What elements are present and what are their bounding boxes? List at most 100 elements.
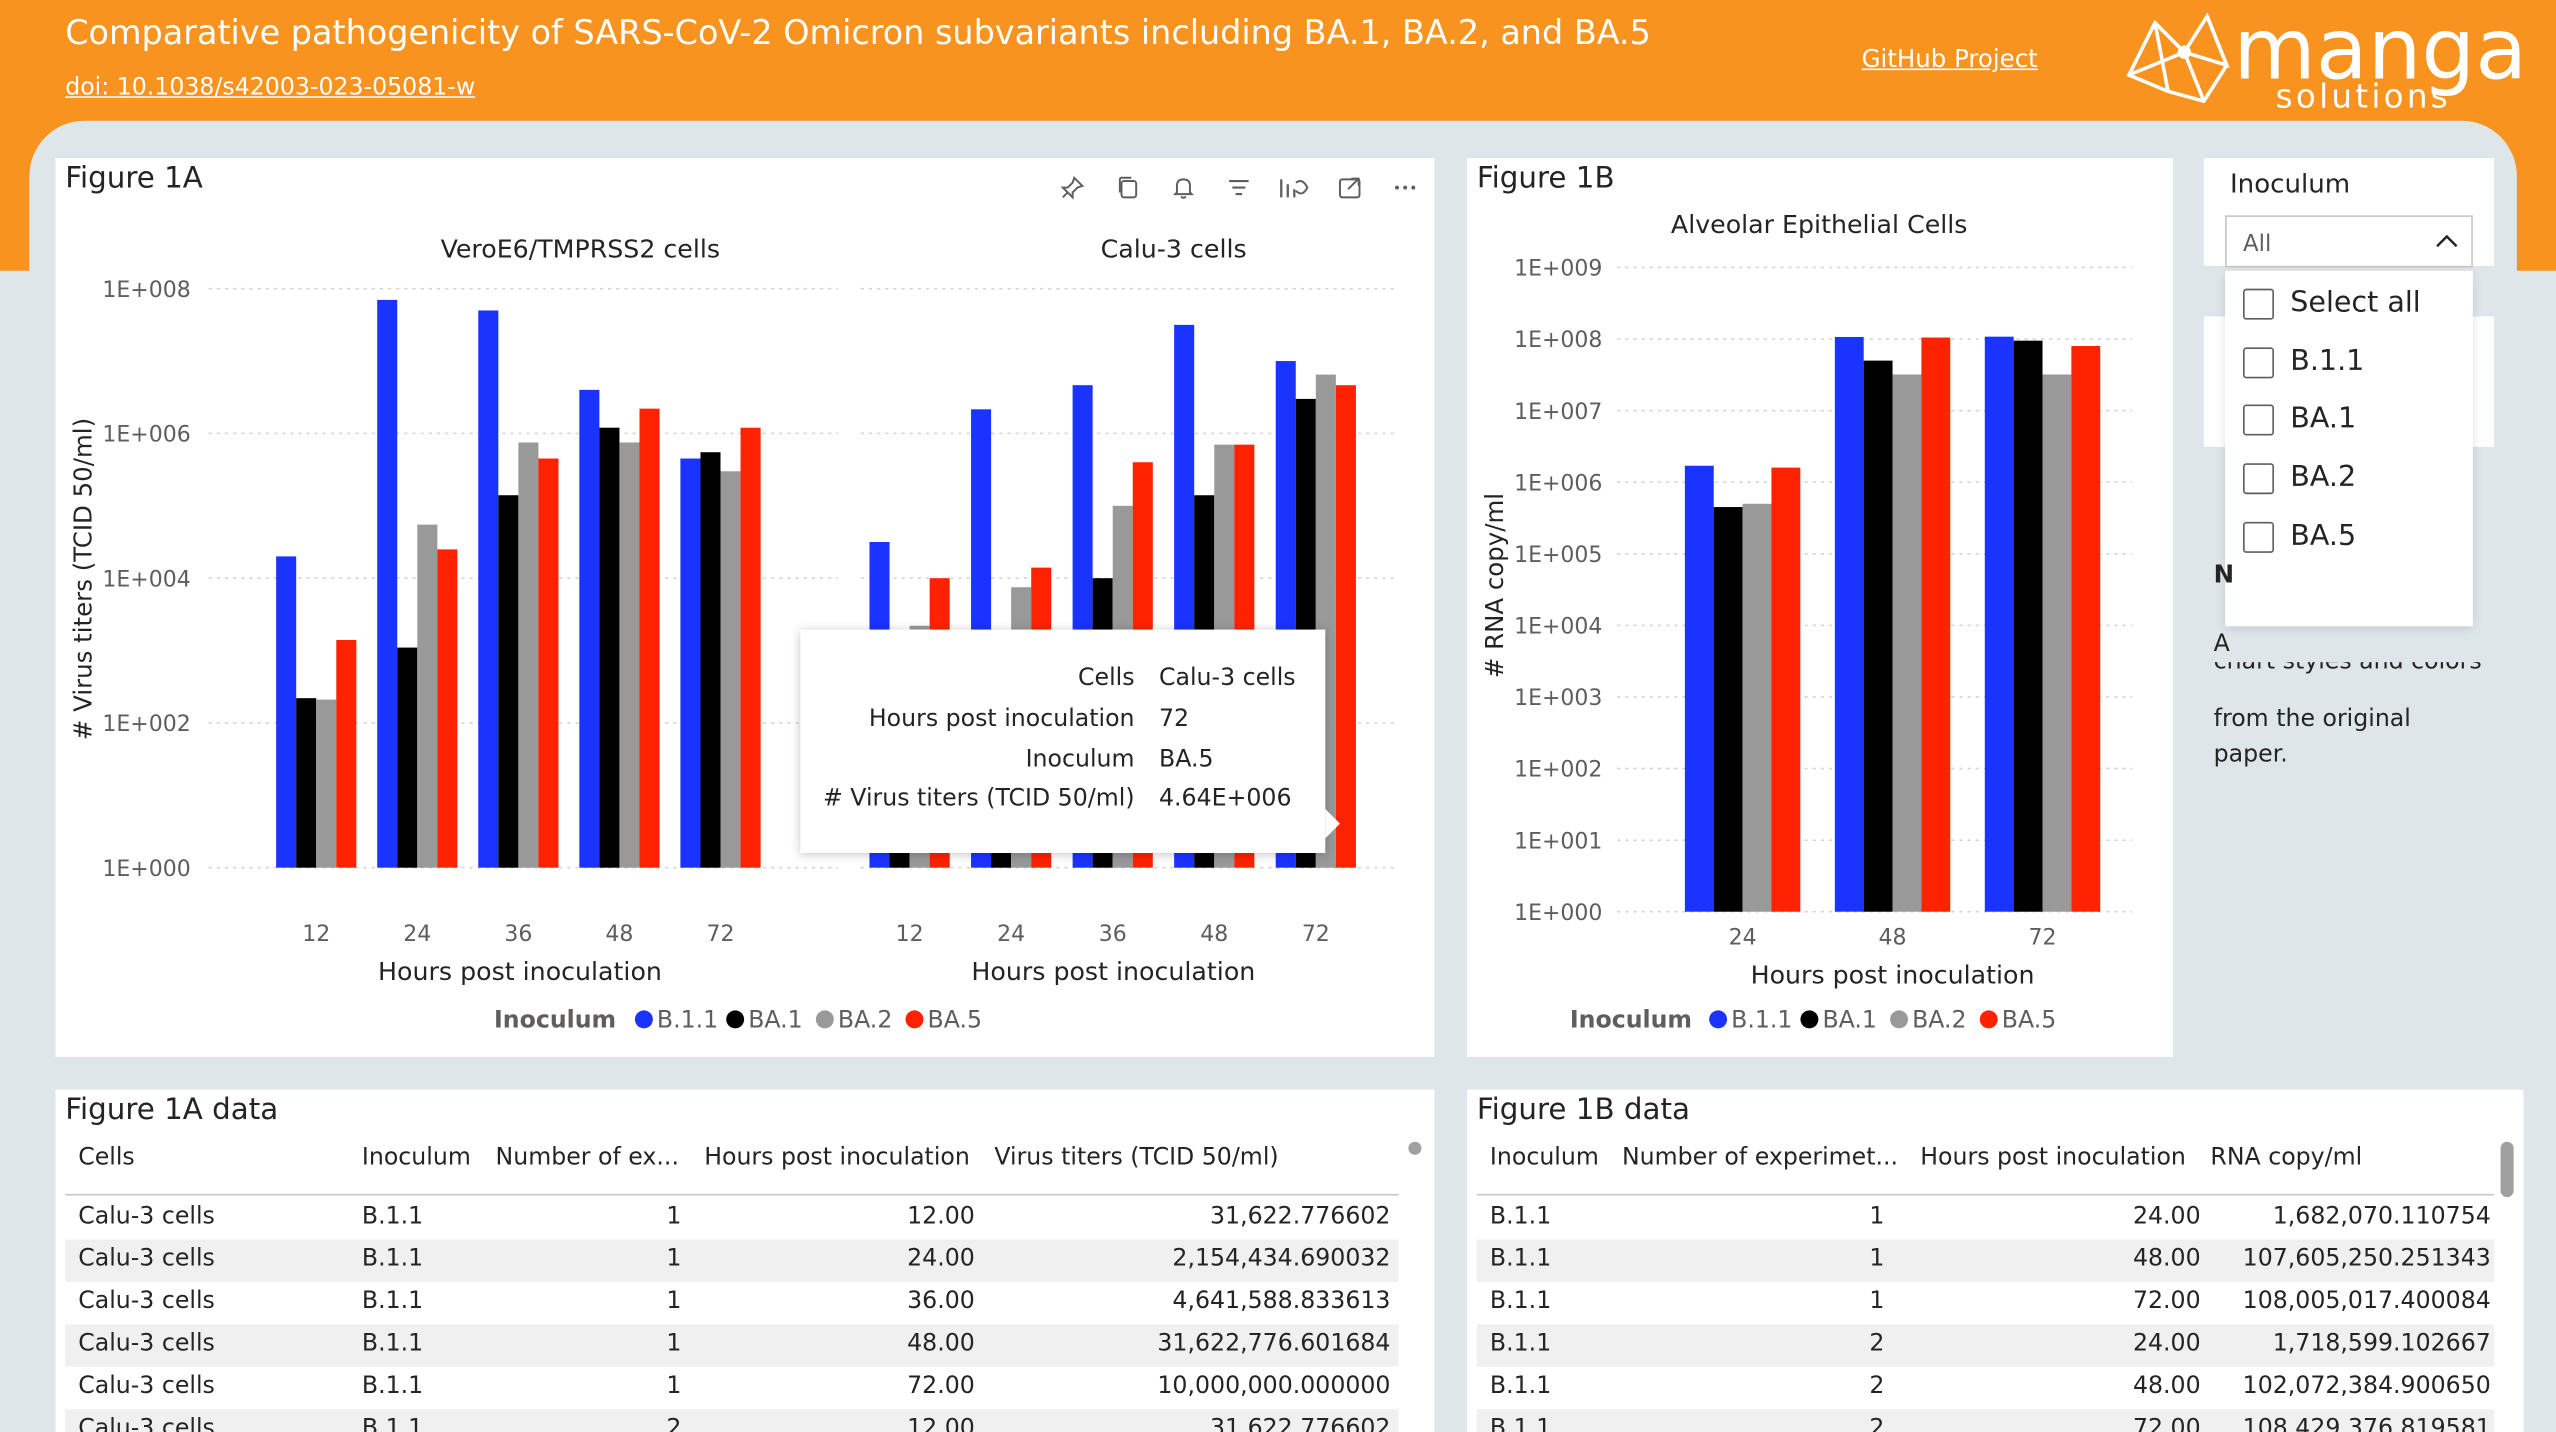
- table-cell: B.1.1: [1489, 1288, 1552, 1315]
- inoculum-dropdown[interactable]: All: [2225, 215, 2473, 268]
- table-cell: 1: [666, 1288, 682, 1315]
- column-header-inoculum[interactable]: Inoculum: [361, 1144, 471, 1172]
- figure-1a-visual[interactable]: Figure 1A 1E+000 1E+002 1E+: [55, 158, 1435, 1057]
- table-row[interactable]: B.1.1 2 48.00 102,072,384.900650: [1477, 1367, 2494, 1409]
- figure-1b-chart[interactable]: 1E+000 1E+001 1E+002 1E+003 1E+004 1E+005 1E+0…: [1467, 158, 2173, 1057]
- table-cell: 48.00: [2132, 1246, 2201, 1273]
- checkbox[interactable]: [2243, 521, 2274, 553]
- table-cell: 12.00: [907, 1203, 975, 1230]
- option-label: BA.1: [2290, 402, 2357, 436]
- y-tick-label: 1E+008: [1514, 328, 1602, 353]
- chart-tooltip: Cells Calu-3 cells Hours post inoculation…: [800, 629, 1340, 854]
- table-1b-title: Figure 1B data: [1476, 1092, 1691, 1128]
- tooltip-label: # Virus titers (TCID 50/ml): [822, 786, 1135, 813]
- bell-icon[interactable]: [1164, 168, 1203, 207]
- bar-b11: [377, 299, 398, 868]
- chevron-up-icon[interactable]: [2432, 227, 2461, 263]
- column-header-number[interactable]: Number of ex...: [495, 1144, 679, 1172]
- bar-ba5: [538, 458, 559, 868]
- option-ba2[interactable]: BA.2: [2243, 458, 2356, 497]
- table-row[interactable]: B.1.1 2 24.00 1,718,599.102667: [1476, 1324, 2495, 1367]
- table-cell: 24.00: [2132, 1330, 2201, 1357]
- header-divider: [1476, 1193, 2495, 1196]
- doi-link[interactable]: doi: 10.1038/s42003-023-05081-w: [65, 75, 476, 102]
- figure-1a-data-table[interactable]: Figure 1A data Cells Inoculum Number of …: [55, 1089, 1435, 1432]
- y-tick-label: 1E+006: [1514, 471, 1602, 496]
- bar-b11: [478, 310, 499, 868]
- column-header-virus-titers[interactable]: Virus titers (TCID 50/ml): [994, 1144, 1279, 1172]
- legend-item: BA.2: [1912, 1006, 1966, 1034]
- table-row[interactable]: B.1.1 1 72.00 108,005,017.400084: [1477, 1282, 2494, 1324]
- option-b11[interactable]: B.1.1: [2243, 343, 2364, 382]
- table-row[interactable]: Calu-3 cells B.1.1 1 72.00 10,000,000.000000: [65, 1367, 1398, 1409]
- legend-item: BA.1: [748, 1006, 802, 1034]
- y-tick-label: 1E+007: [1514, 400, 1602, 425]
- x-tick-label: 72: [1302, 922, 1330, 947]
- x-tick-label: 12: [896, 922, 924, 947]
- table-cell: 31,622.776602: [1210, 1203, 1391, 1230]
- figure-1a-chart[interactable]: 1E+000 1E+002 1E+004 1E+006 1E+008 VeroE6/TMP…: [55, 158, 1434, 1057]
- header-divider: [65, 1193, 1399, 1196]
- table-row[interactable]: Calu-3 cells B.1.1 1 48.00 31,622,776.601684: [65, 1324, 1399, 1367]
- table-cell: 2: [1869, 1373, 1885, 1400]
- y-tick-label: 1E+005: [1514, 543, 1602, 568]
- table-scrollbar[interactable]: [2500, 1141, 2514, 1198]
- table-row[interactable]: Calu-3 cells B.1.1 1 12.00 31,622.776602: [65, 1197, 1398, 1239]
- tooltip-value: BA.5: [1159, 746, 1214, 774]
- figure-1b-visual[interactable]: Figure 1B 1E+000 1E+001 1E+002 1E+003 1E+004…: [1467, 158, 2173, 1057]
- x-tick-label: 24: [997, 922, 1025, 947]
- table-cell: 72.00: [907, 1373, 975, 1400]
- pin-icon[interactable]: [1053, 168, 1092, 207]
- bar-ba1: [2013, 340, 2043, 912]
- x-tick-label: 12: [302, 922, 330, 947]
- focus-mode-icon[interactable]: [1330, 168, 1369, 207]
- table-row[interactable]: Calu-3 cells B.1.1 1 36.00 4,641,588.833613: [65, 1282, 1398, 1324]
- y-tick-label: 1E+009: [1514, 257, 1602, 282]
- option-select-all[interactable]: Select all: [2243, 284, 2421, 323]
- table-row[interactable]: Calu-3 cells B.1.1 1 24.00 2,154,434.690032: [65, 1239, 1399, 1282]
- y-tick-label: 1E+000: [1514, 901, 1602, 926]
- bar-ba5: [2071, 346, 2101, 912]
- column-header-hours[interactable]: Hours post inoculation: [704, 1144, 970, 1172]
- table-cell: 1: [666, 1330, 682, 1357]
- legend-marker-icon: [815, 1010, 834, 1029]
- table-row[interactable]: B.1.1 2 72.00 108,429,376.819581: [1476, 1409, 2495, 1432]
- table-scrollbar[interactable]: [1408, 1141, 1422, 1155]
- table-row[interactable]: B.1.1 1 48.00 107,605,250.251343: [1476, 1239, 2495, 1282]
- checkbox[interactable]: [2243, 462, 2274, 494]
- checkbox[interactable]: [2243, 287, 2274, 319]
- option-ba1[interactable]: BA.1: [2243, 400, 2356, 439]
- y-tick-label: 1E+002: [102, 712, 190, 737]
- table-row[interactable]: Calu-3 cells B.1.1 2 12.00 31,622.776602: [65, 1409, 1399, 1432]
- analytics-icon[interactable]: [1275, 168, 1314, 207]
- x-axis-title: Hours post inoculation: [378, 957, 662, 986]
- column-header-rna[interactable]: RNA copy/ml: [2210, 1144, 2363, 1172]
- bar-b11: [1834, 336, 1864, 912]
- table-cell: B.1.1: [1489, 1415, 1552, 1432]
- table-cell: 108,005,017.400084: [2242, 1288, 2491, 1315]
- more-options-icon[interactable]: [1386, 168, 1425, 207]
- bar-ba1: [397, 647, 418, 868]
- figure-1b-data-table[interactable]: Figure 1B data Inoculum Number of experi…: [1467, 1089, 2524, 1432]
- bar-b11: [1684, 465, 1714, 912]
- table-cell: 48.00: [2132, 1373, 2201, 1400]
- checkbox[interactable]: [2243, 403, 2274, 435]
- column-header-hours[interactable]: Hours post inoculation: [1920, 1144, 2186, 1172]
- copy-icon[interactable]: [1108, 168, 1147, 207]
- filter-icon[interactable]: [1219, 168, 1258, 207]
- bar-b11: [579, 389, 600, 868]
- visual-header-toolbar: [1053, 168, 1425, 207]
- column-header-cells[interactable]: Cells: [78, 1144, 135, 1172]
- checkbox[interactable]: [2243, 346, 2274, 378]
- github-project-link[interactable]: GitHub Project: [1861, 44, 2038, 74]
- column-header-number[interactable]: Number of experimet...: [1621, 1144, 1899, 1172]
- table-row[interactable]: B.1.1 1 24.00 1,682,070.110754: [1477, 1197, 2494, 1239]
- option-ba5[interactable]: BA.5: [2243, 517, 2356, 556]
- bar-ba1: [599, 427, 620, 868]
- table-cell: 4,641,588.833613: [1172, 1288, 1391, 1315]
- y-tick-label: 1E+004: [102, 567, 190, 592]
- bar-ba5: [1771, 467, 1801, 912]
- column-header-inoculum[interactable]: Inoculum: [1489, 1144, 1599, 1172]
- bar-ba2: [1742, 503, 1772, 912]
- legend-title: Inoculum: [1570, 1006, 1692, 1034]
